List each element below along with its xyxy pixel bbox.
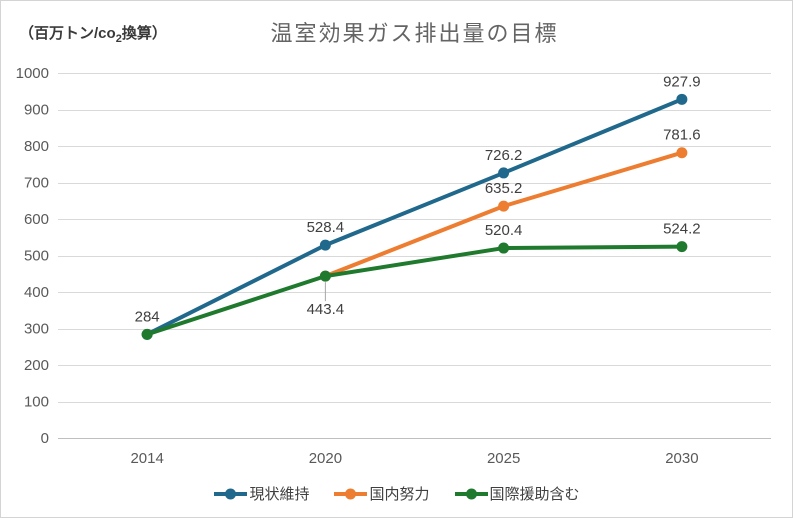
y-tick-label: 300	[24, 321, 49, 338]
data-point-marker	[319, 239, 331, 251]
legend-label: 国内努力	[369, 486, 430, 503]
x-tick-labels: 2014 2020 2025 2030	[130, 450, 698, 467]
data-labels-1: 635.2 781.6	[485, 127, 701, 197]
y-tick-label: 1000	[16, 65, 49, 82]
y-tick-label: 100	[24, 394, 49, 411]
y-tick-label: 800	[24, 138, 49, 155]
data-point-marker	[676, 93, 688, 105]
x-tick-label: 2020	[309, 450, 342, 467]
x-tick-label: 2014	[130, 450, 163, 467]
data-label: 443.4	[307, 301, 345, 318]
chart-title: 温室効果ガス排出量の目標	[270, 21, 559, 46]
data-label: 635.2	[485, 180, 523, 197]
legend-label: 国際援助含む	[489, 486, 580, 503]
legend-line-marker-icon	[454, 488, 489, 500]
unit-label-prefix: （百万トン/co	[19, 25, 116, 42]
legend-label: 現状維持	[249, 486, 310, 503]
data-point-marker	[319, 270, 331, 282]
data-point-marker	[676, 147, 688, 159]
series-markers-2	[141, 241, 688, 340]
legend-line-marker-icon	[333, 488, 368, 500]
data-label: 927.9	[663, 73, 701, 90]
data-labels-0: 284 528.4 726.2 927.9	[135, 73, 701, 325]
y-tick-label: 900	[24, 102, 49, 119]
y-tick-label: 500	[24, 248, 49, 265]
y-tick-label: 400	[24, 284, 49, 301]
data-label: 726.2	[485, 147, 523, 164]
data-label: 781.6	[663, 127, 701, 144]
data-label: 528.4	[307, 219, 345, 236]
series-line-0	[145, 97, 684, 337]
data-point-marker	[498, 167, 510, 179]
unit-label-suffix: 換算）	[121, 25, 167, 42]
x-tick-label: 2030	[665, 450, 698, 467]
data-point-marker	[141, 328, 153, 340]
y-tick-label: 0	[41, 430, 49, 447]
unit-label-subscript: 2	[115, 33, 122, 45]
legend-item-including-international-aid: 国際援助含む	[454, 483, 580, 504]
series-line-2	[145, 244, 684, 337]
data-label: 524.2	[663, 221, 701, 238]
legend-item-domestic-effort: 国内努力	[333, 483, 430, 504]
legend-item-maintain-status-quo: 現状維持	[213, 483, 309, 504]
data-label: 284	[135, 308, 160, 325]
y-axis-unit-label: （百万トン/co2換算）	[19, 22, 167, 45]
legend-line-marker-icon	[213, 488, 248, 500]
y-tick-labels: 0 100 200 300 400 500 600 700 800 900 1000	[16, 65, 49, 447]
data-labels-2: 443.4 520.4 524.2	[307, 221, 701, 318]
y-tick-label: 700	[24, 175, 49, 192]
x-tick-label: 2025	[487, 450, 520, 467]
chart-legend: 現状維持 国内努力 国際援助含む	[1, 483, 792, 504]
data-point-marker	[498, 242, 510, 254]
y-tick-label: 600	[24, 211, 49, 228]
data-label: 520.4	[485, 222, 523, 239]
y-tick-label: 200	[24, 357, 49, 374]
data-point-marker	[498, 200, 510, 212]
data-point-marker	[676, 241, 688, 253]
